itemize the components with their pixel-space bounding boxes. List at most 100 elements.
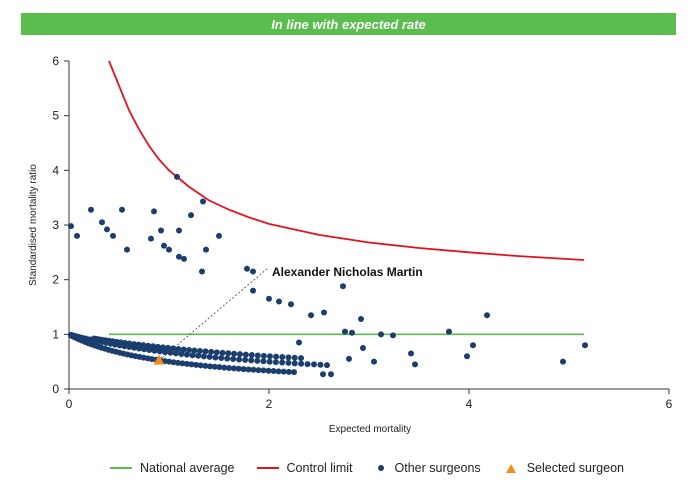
other-surgeon-point xyxy=(582,342,588,349)
other-surgeon-point xyxy=(212,354,219,361)
control-limit-line xyxy=(108,60,585,261)
other-surgeon-point xyxy=(464,353,470,360)
other-surgeon-point xyxy=(199,268,205,275)
other-surgeon-point xyxy=(219,349,226,356)
other-surgeon-point xyxy=(340,283,346,290)
other-surgeon-point xyxy=(179,360,186,367)
other-surgeon-point xyxy=(260,367,267,374)
x-tick-label: 2 xyxy=(266,397,273,411)
other-surgeon-point xyxy=(235,365,242,372)
y-tick-label: 0 xyxy=(52,382,59,396)
other-surgeon-point xyxy=(178,351,185,358)
other-surgeon-point xyxy=(225,350,232,357)
x-tick-label: 6 xyxy=(666,397,673,411)
other-surgeon-point xyxy=(213,349,220,356)
other-surgeon-point xyxy=(188,361,195,368)
other-surgeon-point xyxy=(279,359,286,366)
other-surgeon-point xyxy=(110,232,116,239)
other-surgeon-point xyxy=(180,346,187,353)
chart-title-banner: In line with expected rate xyxy=(21,13,676,35)
other-surgeon-point xyxy=(272,359,279,366)
other-surgeon-point xyxy=(254,352,261,359)
other-surgeon-point xyxy=(317,361,324,368)
other-surgeon-point xyxy=(135,341,142,348)
legend-label-selected-surgeon: Selected surgeon xyxy=(526,461,624,475)
other-surgeon-point xyxy=(304,361,311,368)
other-surgeon-point xyxy=(328,371,334,378)
other-surgeon-point xyxy=(349,329,355,336)
other-surgeon-point xyxy=(200,198,206,205)
other-surgeon-point xyxy=(186,346,193,353)
other-surgeon-point xyxy=(342,328,348,335)
other-surgeon-point xyxy=(207,363,214,370)
legend-item-selected-surgeon: Selected surgeon xyxy=(503,461,624,475)
other-surgeon-point xyxy=(151,208,157,215)
other-surgeon-point xyxy=(273,353,280,360)
other-surgeon-point xyxy=(183,351,190,358)
other-surgeon-point xyxy=(358,316,364,323)
other-surgeon-point xyxy=(298,360,305,367)
other-surgeon-point xyxy=(156,348,163,355)
other-surgeon-point xyxy=(224,355,231,362)
other-surgeon-point xyxy=(203,246,209,253)
x-tick-label: 4 xyxy=(466,397,473,411)
other-surgeon-point xyxy=(148,235,154,242)
other-surgeon-point xyxy=(159,344,166,351)
other-surgeon-point xyxy=(390,332,396,339)
selected-surgeon-label: Alexander Nicholas Martin xyxy=(272,265,423,279)
other-surgeon-point xyxy=(172,350,179,357)
other-surgeon-point xyxy=(250,366,257,373)
other-surgeon-point xyxy=(189,352,196,359)
legend-item-control-limit: Control limit xyxy=(256,461,353,475)
other-surgeon-point xyxy=(276,298,282,305)
other-surgeon-point xyxy=(320,371,326,378)
other-surgeon-point xyxy=(266,295,272,302)
other-surgeon-point xyxy=(446,328,452,335)
other-surgeon-point xyxy=(266,353,273,360)
other-surgeon-point xyxy=(298,355,304,362)
x-axis-label: Expected mortality xyxy=(329,424,411,435)
other-surgeon-point xyxy=(408,350,414,357)
plot-area: Alexander Nicholas Martin xyxy=(68,60,588,378)
other-surgeon-point xyxy=(196,347,203,354)
other-surgeon-point xyxy=(68,223,74,230)
other-surgeon-point xyxy=(250,268,256,275)
legend: National average Control limit Other sur… xyxy=(110,458,670,478)
other-surgeon-point xyxy=(248,357,255,364)
other-surgeon-point xyxy=(236,351,243,358)
other-surgeon-point xyxy=(288,301,294,308)
other-surgeon-point xyxy=(145,342,152,349)
other-surgeon-point xyxy=(181,255,187,262)
other-surgeon-point xyxy=(175,345,182,352)
other-surgeon-point xyxy=(74,232,80,239)
other-surgeon-point xyxy=(158,227,164,234)
other-surgeon-point xyxy=(104,226,110,233)
other-surgeon-point xyxy=(285,368,292,375)
funnel-plot: 0 1 2 3 4 5 6 0 2 4 6 Alexander Nicholas Martin Ex… xyxy=(28,54,673,435)
other-surgeon-point xyxy=(254,357,261,364)
other-surgeon-point xyxy=(291,360,298,367)
other-surgeon-point xyxy=(202,362,209,369)
other-surgeon-point xyxy=(371,358,377,365)
y-tick-label: 5 xyxy=(52,109,59,123)
other-surgeon-point xyxy=(211,363,218,370)
other-surgeon-point xyxy=(200,353,207,360)
legend-label-other-surgeons: Other surgeons xyxy=(394,461,481,475)
other-surgeon-point xyxy=(270,368,277,375)
other-surgeon-point xyxy=(176,253,182,260)
other-surgeon-point xyxy=(311,361,318,368)
other-surgeons-swatch xyxy=(377,465,384,471)
other-surgeon-point xyxy=(230,365,237,372)
other-surgeon-point xyxy=(221,364,228,371)
other-surgeon-point xyxy=(260,358,267,365)
other-surgeon-point xyxy=(195,352,202,359)
other-surgeon-point xyxy=(119,206,125,213)
other-surgeon-point xyxy=(236,356,243,363)
y-tick-label: 6 xyxy=(52,54,59,68)
other-surgeon-point xyxy=(202,348,209,355)
other-surgeon-point xyxy=(279,354,286,361)
other-surgeon-point xyxy=(167,349,174,356)
y-tick-label: 4 xyxy=(52,163,59,177)
other-surgeon-point xyxy=(285,359,292,366)
other-surgeon-point xyxy=(266,358,273,365)
